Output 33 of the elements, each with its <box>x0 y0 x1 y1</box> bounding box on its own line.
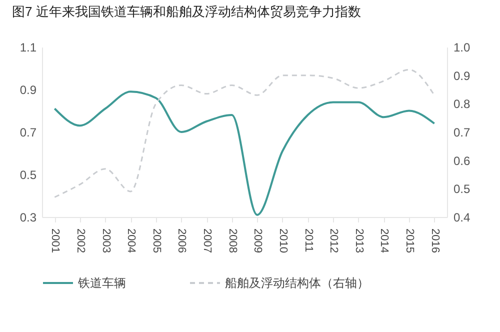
y2-tick-label: 0.6 <box>454 154 471 168</box>
x-tick-label: 2008 <box>226 228 238 253</box>
line-series <box>54 90 436 216</box>
y-tick-label: 0.9 <box>20 83 37 97</box>
x-tick-label: 2012 <box>328 228 340 253</box>
line-series <box>54 68 436 198</box>
x-tick-label: 2003 <box>100 228 112 253</box>
x-tick-label: 2005 <box>150 228 162 253</box>
x-tick-label: 2010 <box>276 228 289 253</box>
y2-tick-label: 0.4 <box>454 210 471 224</box>
legend-label: 船舶及浮动结构体（右轴） <box>225 276 369 290</box>
x-tick-label: 2007 <box>201 228 214 253</box>
x-tick-label: 2006 <box>176 228 188 253</box>
y2-tick-label: 0.7 <box>454 126 471 140</box>
legend-label: 铁道车辆 <box>77 276 126 290</box>
chart-title: 图7 近年来我国铁道车辆和船舶及浮动结构体贸易竞争力指数 <box>12 4 361 19</box>
x-tick-label: 2009 <box>252 228 264 253</box>
y-tick-label: 0.5 <box>20 168 37 182</box>
y2-tick-label: 0.8 <box>454 97 471 112</box>
y2-tick-label: 1.0 <box>454 40 471 54</box>
x-tick-label: 2001 <box>49 228 62 253</box>
y-tick-label: 0.7 <box>20 126 37 140</box>
y-tick-label: 1.1 <box>20 40 37 54</box>
y2-tick-label: 0.5 <box>454 182 471 196</box>
y-tick-label: 0.3 <box>20 210 37 224</box>
x-tick-label: 2004 <box>125 228 138 253</box>
x-tick-label: 2014 <box>378 228 390 253</box>
y2-tick-label: 0.9 <box>454 68 471 83</box>
x-tick-label: 2011 <box>302 228 314 252</box>
x-tick-label: 2002 <box>74 228 86 253</box>
x-tick-label: 2016 <box>428 228 441 253</box>
x-tick-label: 2013 <box>352 228 365 253</box>
x-tick-label: 2015 <box>404 228 416 253</box>
